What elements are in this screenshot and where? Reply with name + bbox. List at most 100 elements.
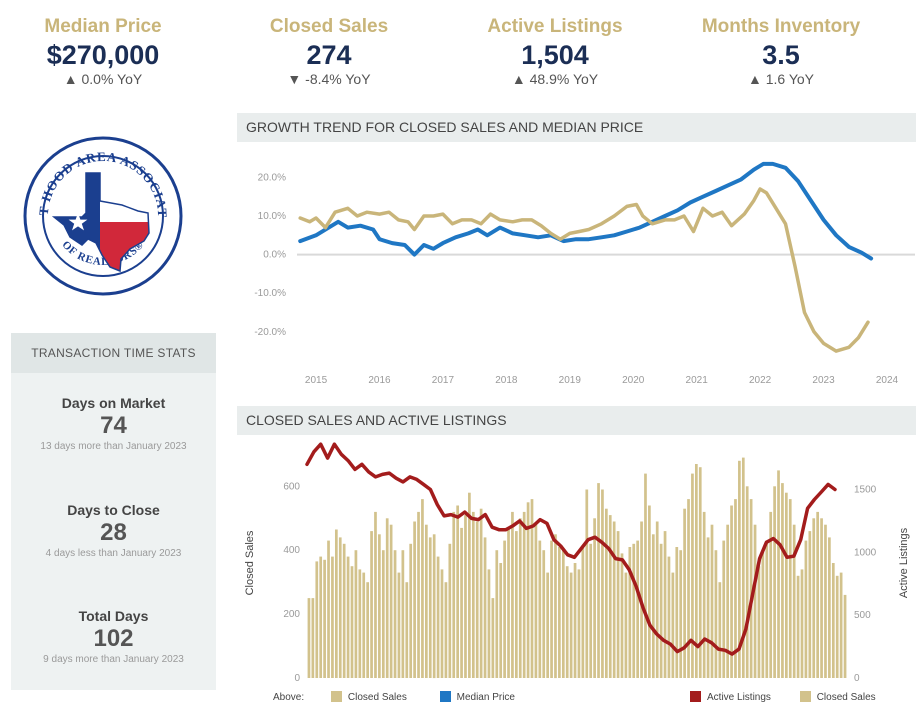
closed-sales-bar bbox=[765, 540, 769, 678]
closed-sales-bar bbox=[424, 524, 428, 678]
y-tick-label-left: 200 bbox=[283, 609, 300, 620]
stat-days-on-market: Days on Market 74 13 days more than Janu… bbox=[11, 394, 216, 454]
kpi-value: $270,000 bbox=[46, 40, 160, 70]
median-price-line bbox=[298, 161, 874, 261]
closed-sales-bar bbox=[769, 511, 773, 678]
closed-sales-bar bbox=[773, 486, 776, 678]
closed-sales-bar bbox=[530, 499, 534, 678]
closed-sales-bar bbox=[698, 467, 702, 678]
growth-chart-title: GROWTH TREND FOR CLOSED SALES AND MEDIAN… bbox=[237, 113, 916, 142]
closed-sales-bar bbox=[315, 561, 319, 678]
closed-sales-bar bbox=[651, 534, 655, 679]
closed-sales-bar bbox=[663, 531, 667, 678]
stat-note: 9 days more than January 2023 bbox=[43, 654, 184, 665]
closed-sales-bar bbox=[831, 563, 835, 678]
x-tick-label: 2024 bbox=[876, 375, 899, 386]
x-tick-label: 2023 bbox=[812, 375, 835, 386]
closed-sales-bar bbox=[342, 543, 346, 678]
x-tick-label: 2017 bbox=[432, 375, 455, 386]
closed-sales-bar bbox=[730, 505, 733, 678]
closed-sales-bar bbox=[362, 572, 366, 678]
closed-sales-bar bbox=[828, 537, 831, 678]
closed-sales-bar bbox=[800, 569, 804, 678]
closed-sales-bar bbox=[761, 550, 765, 678]
closed-sales-bar bbox=[561, 550, 565, 678]
closed-sales-bar bbox=[620, 553, 624, 678]
y-tick-label: -20.0% bbox=[254, 327, 286, 338]
closed-sales-bar bbox=[444, 582, 448, 678]
closed-sales-bar bbox=[456, 505, 460, 678]
closed-sales-bar bbox=[718, 582, 722, 678]
closed-sales-bar bbox=[694, 464, 698, 678]
closed-sales-bar bbox=[757, 566, 761, 678]
legend-swatch bbox=[690, 691, 701, 702]
closed-sales-bar bbox=[581, 547, 585, 678]
closed-sales-bar bbox=[514, 531, 518, 678]
transaction-stats-panel: TRANSACTION TIME STATS Days on Market 74… bbox=[11, 333, 216, 690]
closed-sales-bar bbox=[370, 531, 373, 678]
closed-sales-bar bbox=[573, 563, 577, 678]
closed-sales-bar bbox=[331, 556, 334, 678]
closed-sales-bar bbox=[675, 547, 679, 678]
closed-sales-bar bbox=[491, 598, 495, 678]
closed-sales-bar bbox=[366, 582, 370, 678]
kpi-change: ▲ 48.9% YoY bbox=[511, 71, 599, 87]
closed-sales-bar bbox=[538, 540, 542, 678]
y-tick-label-right: 500 bbox=[854, 610, 871, 621]
closed-sales-bar bbox=[565, 566, 569, 678]
x-tick-label: 2018 bbox=[495, 375, 518, 386]
closed-sales-bar bbox=[389, 524, 393, 678]
y-tick-label-right: 0 bbox=[854, 673, 860, 684]
kpi-median-price: Median Price $270,000 ▲ 0.0% YoY bbox=[3, 14, 203, 89]
kpi-change: ▼ -8.4% YoY bbox=[287, 71, 371, 87]
legend-item-closed-sales: Closed Sales bbox=[330, 691, 407, 703]
closed-sales-bar bbox=[432, 534, 436, 679]
y-tick-label: 0.0% bbox=[263, 250, 286, 261]
stat-total-days: Total Days 102 9 days more than January … bbox=[11, 607, 216, 667]
closed-sales-bar bbox=[448, 543, 452, 678]
closed-sales-bar bbox=[655, 521, 659, 678]
closed-sales-bar bbox=[687, 499, 690, 678]
closed-sales-bar bbox=[577, 569, 581, 678]
sales-chart-title: CLOSED SALES AND ACTIVE LISTINGS bbox=[237, 406, 916, 435]
closed-sales-bar bbox=[843, 594, 847, 678]
closed-sales-bar bbox=[413, 521, 416, 678]
closed-sales-bar bbox=[671, 572, 675, 678]
closed-sales-bar bbox=[558, 547, 561, 678]
stat-value: 102 bbox=[93, 625, 134, 652]
closed-sales-bar bbox=[471, 511, 475, 678]
legend-right: Active Listings Closed Sales bbox=[690, 690, 876, 706]
closed-sales-bar bbox=[628, 547, 632, 678]
closed-sales-bar bbox=[511, 511, 514, 678]
stat-value: 74 bbox=[100, 412, 127, 439]
kpi-label: Months Inventory bbox=[701, 16, 861, 37]
kpi-change: ▲ 0.0% YoY bbox=[63, 71, 143, 87]
closed-sales-bar bbox=[550, 540, 553, 678]
closed-sales-bar bbox=[479, 508, 483, 678]
y-tick-label-left: 600 bbox=[283, 481, 300, 492]
legend-swatch bbox=[439, 691, 451, 702]
closed-sales-bar bbox=[393, 550, 397, 678]
closed-sales-bar bbox=[522, 511, 526, 678]
closed-sales-bar bbox=[417, 511, 420, 678]
closed-sales-bar bbox=[381, 550, 385, 678]
x-tick-label: 2020 bbox=[622, 375, 645, 386]
kpi-label: Closed Sales bbox=[269, 16, 389, 37]
stat-days-to-close: Days to Close 28 4 days less than Januar… bbox=[11, 501, 216, 561]
closed-sales-bar bbox=[534, 524, 538, 678]
stat-note: 13 days more than January 2023 bbox=[40, 441, 187, 452]
closed-sales-bar bbox=[409, 543, 413, 678]
closed-sales-bar bbox=[546, 572, 550, 678]
closed-sales-bar bbox=[608, 515, 612, 678]
stat-label: Days on Market bbox=[61, 395, 166, 411]
closed-sales-bar bbox=[542, 550, 546, 678]
closed-sales-bar bbox=[589, 543, 593, 678]
closed-sales-bar bbox=[792, 524, 796, 678]
x-tick-label: 2022 bbox=[749, 375, 772, 386]
closed-sales-bar bbox=[428, 537, 432, 678]
kpi-value: 3.5 bbox=[762, 40, 800, 70]
star-icon bbox=[68, 213, 88, 231]
kpi-value: 1,504 bbox=[521, 40, 589, 70]
closed-sales-bar bbox=[741, 457, 745, 678]
legend-item-closed-sales-right: Closed Sales bbox=[799, 691, 876, 703]
